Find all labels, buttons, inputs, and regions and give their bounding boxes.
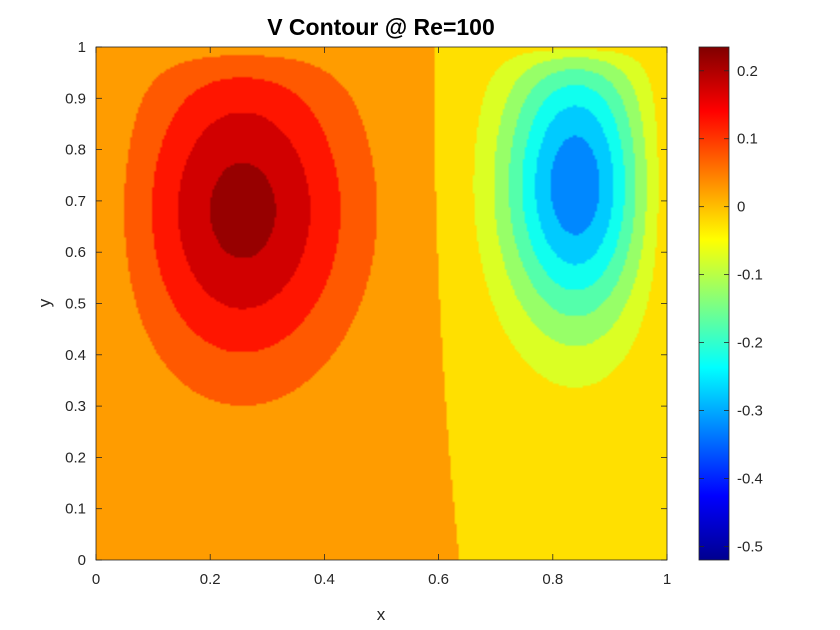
y-tick-label: 1	[78, 39, 86, 56]
x-tick-label: 0.8	[542, 571, 563, 588]
x-axis: 0 0.2 0.4 0.6 0.8 1	[92, 47, 671, 588]
chart-title: V Contour @ Re=100	[267, 14, 495, 40]
y-tick-label: 0.8	[65, 142, 86, 159]
contour-field	[96, 47, 667, 560]
colorbar-ticks: 0.2 0.1 0 -0.1 -0.2 -0.3 -0.4 -0.5	[699, 63, 763, 555]
colorbar-tick-label: -0.4	[737, 470, 763, 487]
x-tick-label: 0.6	[428, 571, 449, 588]
x-tick-label: 1	[663, 571, 671, 588]
colorbar-tick-label: 0.2	[737, 63, 758, 80]
y-tick-label: 0.3	[65, 398, 86, 415]
y-tick-label: 0.5	[65, 296, 86, 313]
y-tick-label: 0.7	[65, 193, 86, 210]
x-axis-label: x	[377, 605, 386, 624]
y-tick-label: 0.1	[65, 501, 86, 518]
colorbar-frame	[698, 46, 730, 561]
plot-area: 0 0.2 0.4 0.6 0.8 1 0 0.1 0.2 0.3 0.4 0.5 0.6 0.7 0.8…	[65, 39, 671, 588]
colorbar-gradient	[699, 47, 729, 560]
x-tick-label: 0.2	[200, 571, 221, 588]
colorbar-tick-label: -0.5	[737, 538, 763, 555]
y-tick-label: 0.9	[65, 90, 86, 107]
y-tick-label: 0.6	[65, 244, 86, 261]
colorbar-tick-label: -0.3	[737, 403, 763, 420]
y-tick-label: 0	[78, 552, 86, 569]
x-tick-label: 0.4	[314, 571, 335, 588]
y-axis: 0 0.1 0.2 0.3 0.4 0.5 0.6 0.7 0.8 0.9 1	[65, 39, 667, 569]
y-axis-label: y	[35, 298, 54, 307]
y-tick-label: 0.4	[65, 347, 86, 364]
colorbar-tick-label: -0.2	[737, 335, 763, 352]
x-tick-label: 0	[92, 571, 100, 588]
colorbar-tick-label: 0	[737, 199, 745, 216]
colorbar-tick-label: 0.1	[737, 131, 758, 148]
y-tick-label: 0.2	[65, 449, 86, 466]
colorbar: 0.2 0.1 0 -0.1 -0.2 -0.3 -0.4 -0.5	[698, 46, 763, 561]
colorbar-tick-label: -0.1	[737, 267, 763, 284]
